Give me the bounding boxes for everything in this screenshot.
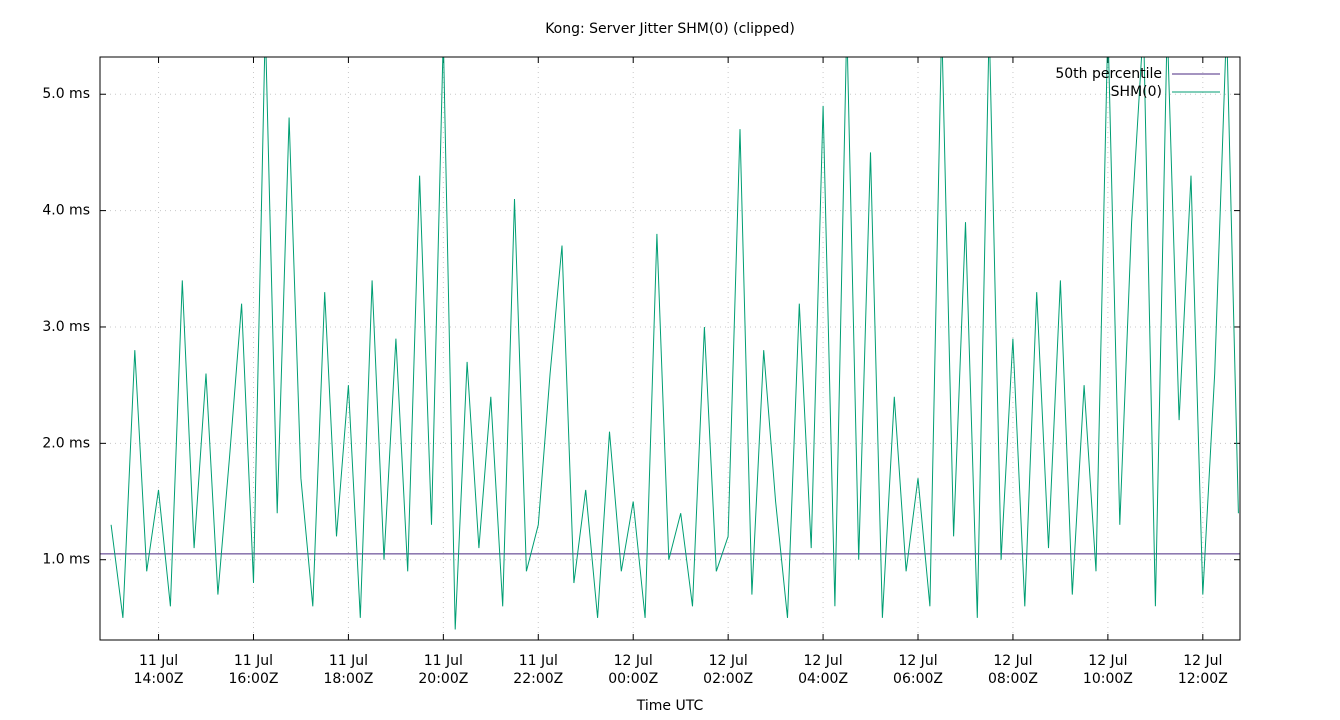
x-tick-label: 10:00Z (1083, 671, 1133, 687)
x-tick-label: 08:00Z (988, 671, 1038, 687)
x-tick-label: 12 Jul (1183, 653, 1222, 669)
y-tick-label: 5.0 ms (42, 86, 90, 102)
x-tick-label: 20:00Z (418, 671, 468, 687)
plot-area (100, 57, 1240, 630)
y-tick-label: 3.0 ms (42, 319, 90, 335)
x-tick-label: 12 Jul (614, 653, 653, 669)
chart-title: Kong: Server Jitter SHM(0) (clipped) (545, 21, 795, 37)
x-tick-label: 11 Jul (234, 653, 273, 669)
x-tick-label: 11 Jul (329, 653, 368, 669)
series-line (110, 57, 1239, 630)
x-tick-label: 22:00Z (513, 671, 563, 687)
x-tick-label: 12 Jul (804, 653, 843, 669)
x-tick-label: 06:00Z (893, 671, 943, 687)
x-tick-label: 02:00Z (703, 671, 753, 687)
x-tick-label: 04:00Z (798, 671, 848, 687)
x-tick-label: 11 Jul (424, 653, 463, 669)
x-tick-label: 16:00Z (229, 671, 279, 687)
x-tick-label: 12 Jul (709, 653, 748, 669)
x-tick-label: 00:00Z (608, 671, 658, 687)
x-tick-label: 12 Jul (993, 653, 1032, 669)
x-tick-label: 12:00Z (1178, 671, 1228, 687)
x-tick-label: 11 Jul (519, 653, 558, 669)
x-tick-label: 12 Jul (1088, 653, 1127, 669)
y-tick-label: 4.0 ms (42, 203, 90, 219)
legend: 50th percentile SHM(0) (1055, 66, 1220, 100)
y-tick-label: 2.0 ms (42, 435, 90, 451)
legend-label: 50th percentile (1055, 66, 1162, 82)
x-axis-label: Time UTC (636, 698, 704, 714)
x-tick-label: 18:00Z (323, 671, 373, 687)
grid (100, 57, 1240, 640)
y-tick-label: 1.0 ms (42, 552, 90, 568)
x-tick-label: 12 Jul (898, 653, 937, 669)
x-tick-label: 14:00Z (134, 671, 184, 687)
plot-frame (99, 56, 1241, 641)
x-tick-label: 11 Jul (139, 653, 178, 669)
legend-label: SHM(0) (1111, 84, 1162, 100)
